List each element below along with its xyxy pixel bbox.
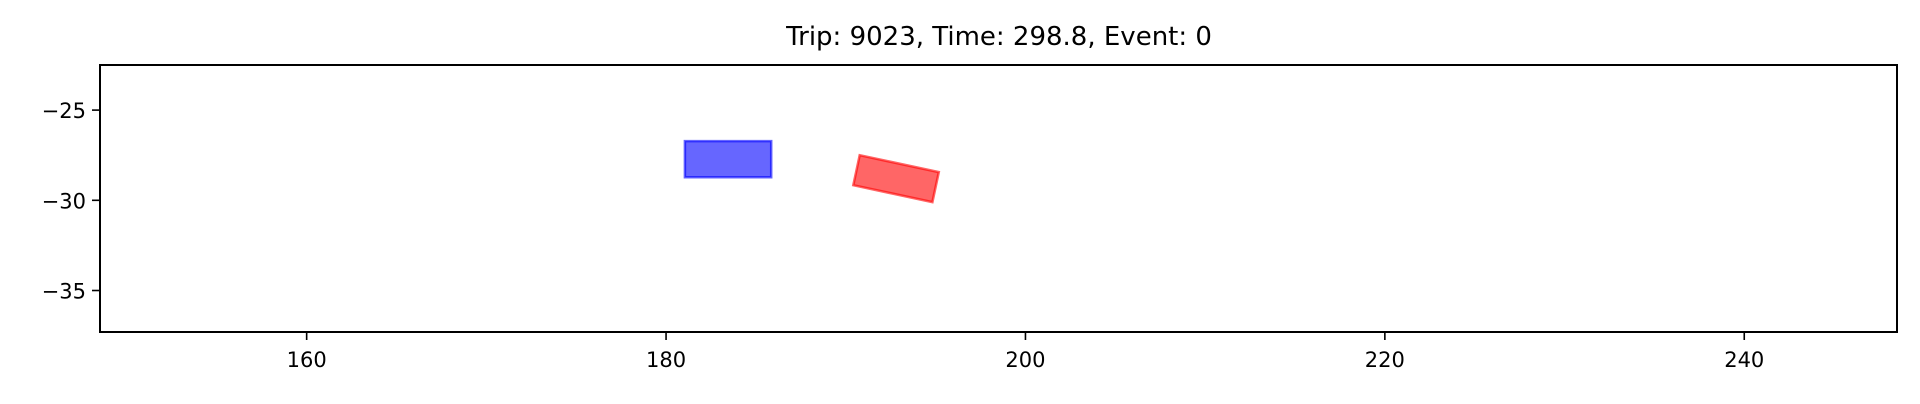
- y-tick-label: −25: [42, 99, 86, 123]
- x-axis: 160 180 200 220 240: [287, 332, 1764, 372]
- x-tick-label: 220: [1365, 348, 1405, 372]
- plot-frame: [99, 64, 1898, 333]
- x-tick-label: 180: [646, 348, 686, 372]
- y-axis: −25 −30 −35: [42, 99, 100, 304]
- vehicle-box-1: [683, 139, 773, 179]
- vehicle-objects: [683, 139, 941, 204]
- x-tick-label: 240: [1724, 348, 1764, 372]
- x-tick-label: 160: [287, 348, 327, 372]
- vehicle-box-2: [851, 153, 941, 204]
- y-tick-label: −30: [42, 189, 86, 213]
- y-tick-label: −35: [42, 280, 86, 304]
- chart-title: Trip: 9023, Time: 298.8, Event: 0: [785, 22, 1212, 52]
- x-tick-label: 200: [1005, 348, 1045, 372]
